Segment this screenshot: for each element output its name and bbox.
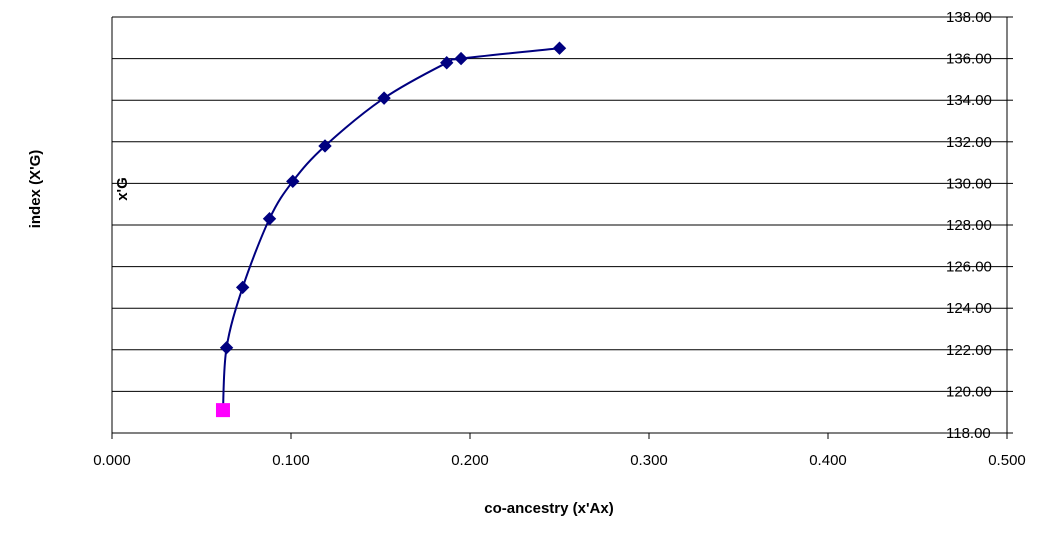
y-tick-label: 132.00: [946, 134, 992, 151]
data-point-diamond: [318, 139, 332, 153]
x-tick-label: 0.500: [988, 452, 1026, 469]
axes: [111, 16, 1013, 439]
y-tick-label: 134.00: [946, 92, 992, 109]
y-tick-label: 136.00: [946, 51, 992, 68]
x-tick-label: 0.100: [272, 452, 310, 469]
x-tick-label: 0.000: [93, 452, 131, 469]
x-tick-label: 0.300: [630, 452, 668, 469]
inner-series-label: x'G: [114, 177, 131, 201]
data-point-diamond: [286, 174, 300, 189]
data-point-diamond: [440, 56, 454, 70]
data-point-diamond: [262, 212, 277, 226]
y-tick-labels: 118.00 120.00 122.00 124.00 126.00 128.00 130.…: [946, 9, 992, 442]
y-tick-label: 118.00: [946, 425, 991, 442]
gridlines: [112, 16, 1007, 434]
x-tick-label: 0.400: [809, 452, 847, 469]
x-axis-title: co-ancestry (x'Ax): [484, 500, 613, 517]
y-tick-label: 128.00: [946, 217, 992, 234]
data-point-diamond: [454, 51, 468, 66]
y-tick-label: 130.00: [946, 175, 992, 192]
data-series: [215, 41, 567, 418]
x-tick-labels: 0.000 0.100 0.200 0.300 0.400 0.500: [93, 452, 1026, 469]
data-point-diamond: [235, 280, 250, 295]
y-tick-label: 120.00: [946, 383, 992, 400]
data-point-diamond: [219, 341, 234, 355]
x-tick-label: 0.200: [451, 452, 489, 469]
data-point-diamond: [377, 91, 391, 105]
y-tick-label: 124.00: [946, 300, 992, 317]
y-axis-title: index (X'G): [27, 150, 44, 229]
y-tick-label: 138.00: [946, 9, 992, 26]
y-tick-label: 126.00: [946, 259, 992, 276]
data-point-diamond: [552, 41, 567, 55]
series-line: [221, 47, 560, 411]
data-point-square: [215, 403, 230, 418]
y-tick-label: 122.00: [946, 342, 992, 359]
